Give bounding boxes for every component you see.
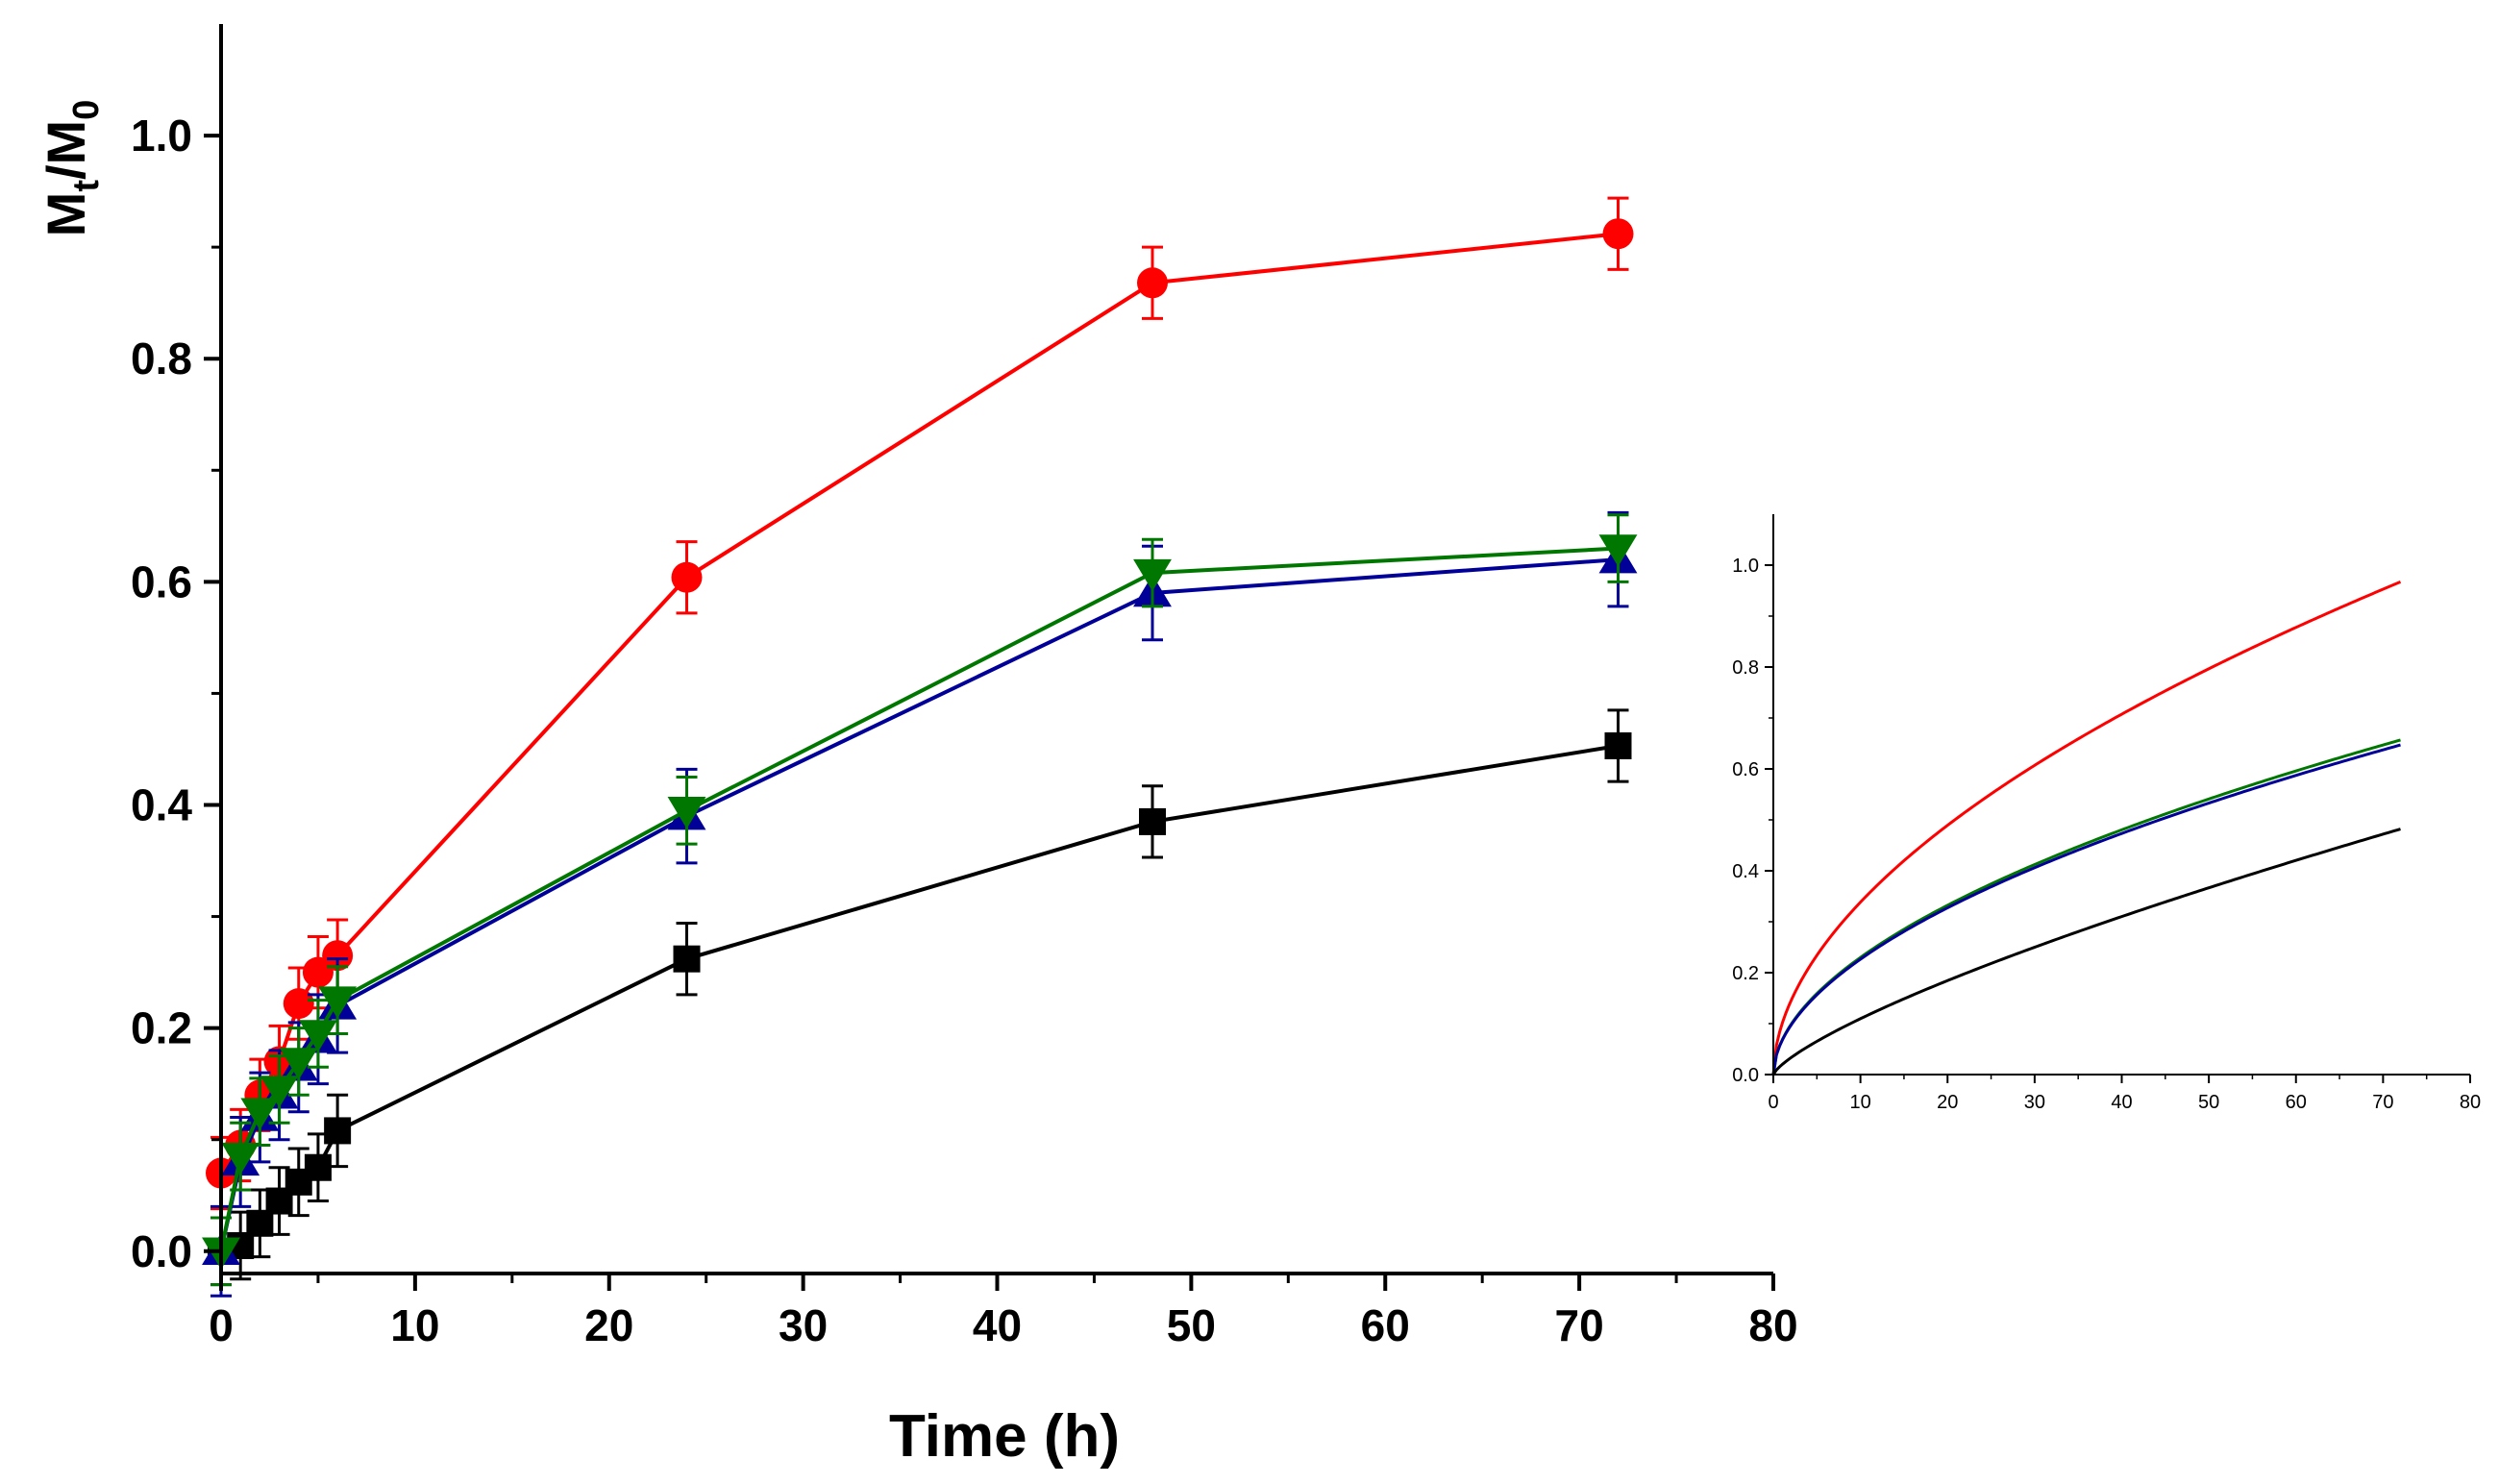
main-x-tick-label: 50 [1167,1300,1216,1350]
main-x-tick-label: 80 [1748,1300,1797,1350]
y-label-m2: M [36,120,96,165]
main-plot: 0 10 20 30 40 50 60 70 80 0.0 0.2 0.4 0.6 0.8 1.0 Time… [36,24,1798,1470]
inset-x-tick-label: 60 [2286,1092,2307,1113]
series-line-green [219,546,1619,1252]
main-x-tick-label: 0 [209,1300,234,1350]
series-blue [202,510,1638,1298]
inset-series-layer [1771,581,2402,1076]
data-point-green [260,1076,299,1108]
y-label-sub-t: t [66,180,107,192]
data-point-green [318,986,358,1019]
data-point-red [1602,218,1634,250]
data-point-black [673,945,701,973]
main-y-axis-label: Mt/M0 [36,100,107,237]
inset-x-tick-label: 40 [2111,1092,2132,1113]
inset-y-tick-label: 0.4 [1732,861,1759,882]
data-point-red [671,561,703,593]
y-label-slash: / [36,164,96,180]
inset-y-tick-label: 1.0 [1732,556,1759,577]
main-y-tick-label: 0.6 [131,556,192,606]
main-y-tick-label: 0.8 [131,334,192,383]
inset-x-tick-label: 70 [2372,1092,2393,1113]
data-point-green [1598,534,1638,567]
inset-x-tick-label: 80 [2460,1092,2481,1113]
data-point-green [667,797,706,829]
inset-x-tick-label: 10 [1850,1092,1871,1113]
data-point-green [298,1020,337,1052]
y-label-m1: M [36,192,96,237]
inset-y-tick-label: 0.8 [1732,657,1759,679]
data-point-black [1139,807,1166,835]
main-x-tick-label: 60 [1361,1300,1410,1350]
inset-plot: 0 10 20 30 40 50 60 70 80 0.0 0.2 0.4 0.6 0.8 1.0 [1732,514,2481,1113]
inset-x-tick-label: 20 [1937,1092,1958,1113]
inset-x-tick-label: 30 [2024,1092,2045,1113]
main-x-tick-label: 20 [584,1300,633,1350]
main-y-tick-label: 0.0 [131,1226,192,1276]
data-point-black [1604,731,1632,759]
inset-curve-black [1771,828,2401,1076]
inset-axes: 0 10 20 30 40 50 60 70 80 0.0 0.2 0.4 0.6 0.8 1.0 [1732,514,2481,1113]
main-axes: 0 10 20 30 40 50 60 70 80 0.0 0.2 0.4 0.6 0.8 1.0 [131,24,1798,1350]
data-point-black [324,1117,352,1145]
main-x-tick-label: 10 [390,1300,439,1350]
main-x-axis-label: Time (h) [889,1403,1120,1470]
main-x-tick-label: 40 [973,1300,1022,1350]
data-point-red [283,988,314,1020]
series-black [208,708,1632,1287]
inset-curve-green [1771,738,2401,1076]
main-x-tick-label: 30 [779,1300,828,1350]
y-label-sub-0: 0 [66,100,107,120]
main-y-tick-label: 0.4 [131,780,192,830]
inset-y-tick-label: 0.6 [1732,759,1759,780]
inset-curve-blue [1771,743,2401,1076]
series-line-blue [219,557,1619,1252]
inset-x-tick-label: 50 [2198,1092,2219,1113]
series-line-black [220,744,1619,1253]
data-point-green [1133,558,1172,592]
main-y-tick-label: 1.0 [131,111,192,161]
main-y-tick-label: 0.2 [131,1003,192,1053]
data-point-green [240,1098,280,1130]
inset-x-tick-label: 0 [1768,1092,1778,1113]
inset-y-tick-label: 0.0 [1732,1065,1759,1086]
main-x-tick-label: 70 [1555,1300,1604,1350]
series-green [202,513,1638,1287]
data-point-green [279,1048,318,1080]
data-point-red [322,940,354,972]
main-series-layer [202,196,1638,1298]
inset-curve-red [1771,581,2402,1076]
inset-y-tick-label: 0.2 [1732,963,1759,984]
data-point-green [221,1142,260,1175]
data-point-red [1137,267,1168,299]
